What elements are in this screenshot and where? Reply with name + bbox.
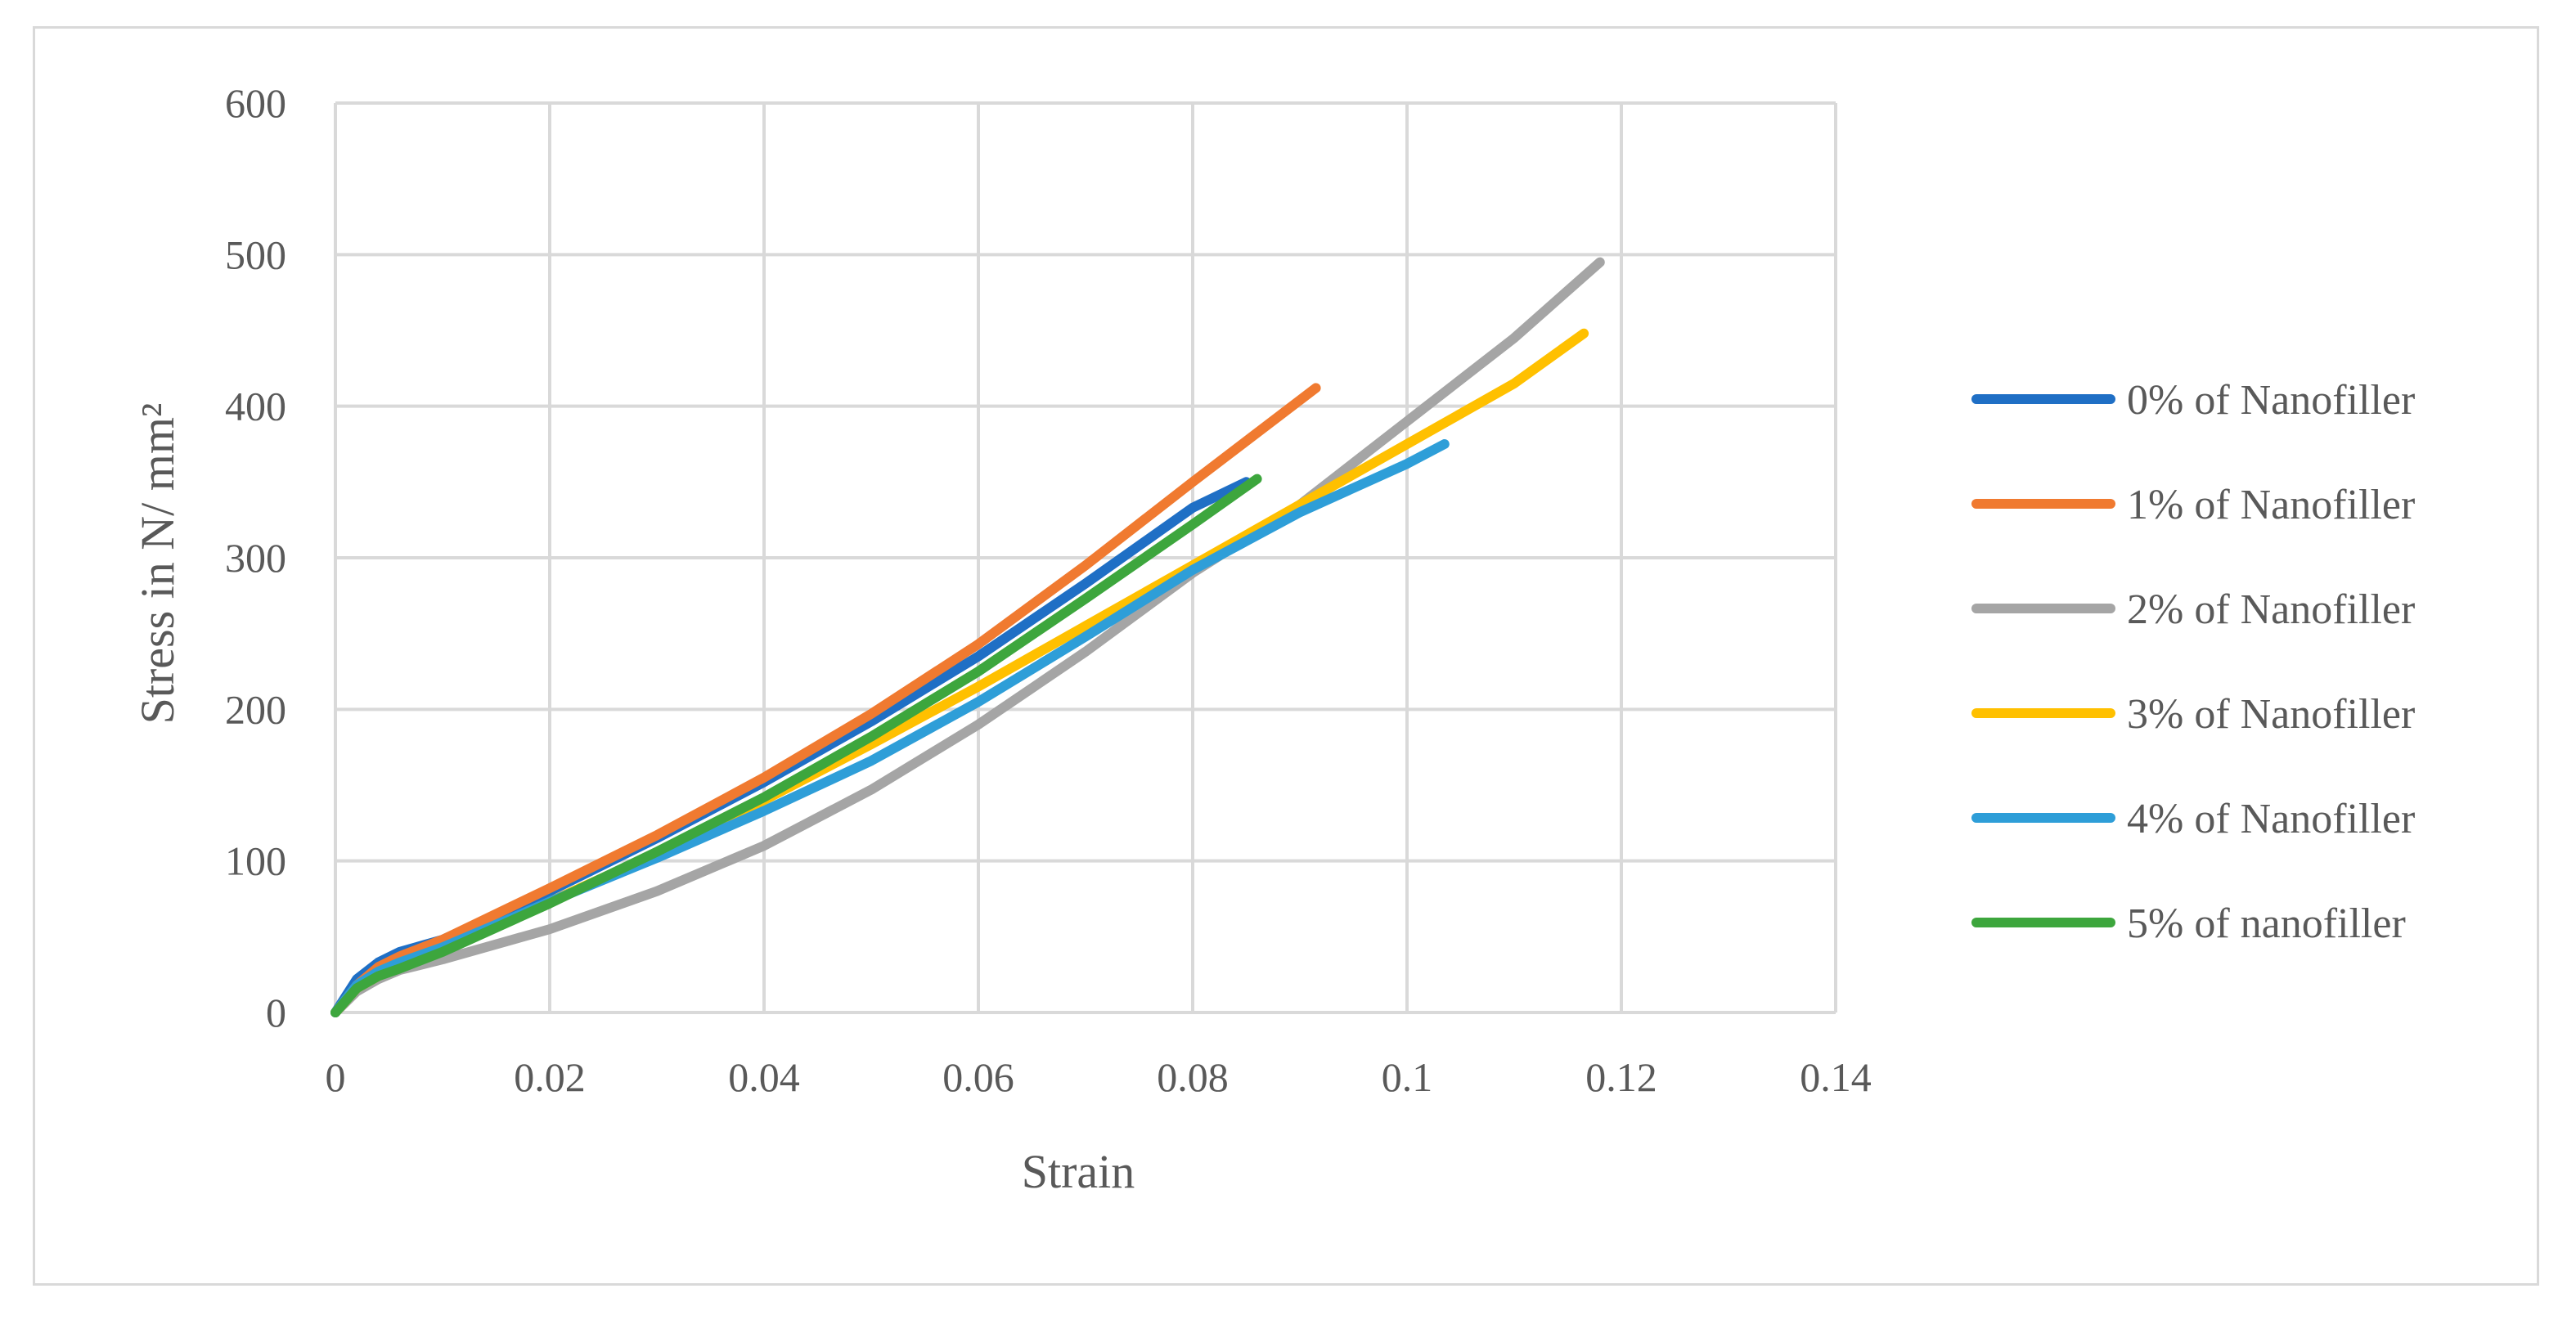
legend-label-2: 2% of Nanofiller: [2127, 586, 2415, 633]
grid-lines: [334, 101, 1837, 1014]
x-axis-label: Strain: [1022, 1145, 1135, 1198]
x-tick-label: 0.08: [1157, 1054, 1229, 1100]
y-tick-label: 400: [225, 384, 286, 429]
series-lines: [330, 257, 1605, 1017]
x-tick-label: 0.12: [1585, 1054, 1657, 1100]
legend-label-1: 1% of Nanofiller: [2127, 482, 2415, 528]
x-tick-label: 0.1: [1382, 1054, 1433, 1100]
x-tick-label: 0.04: [728, 1054, 800, 1100]
y-tick-label: 500: [225, 231, 286, 277]
y-tick-label: 300: [225, 535, 286, 581]
legend-label-3: 3% of Nanofiller: [2127, 691, 2415, 738]
legend-label-4: 4% of Nanofiller: [2127, 796, 2415, 842]
x-tick-label: 0: [326, 1054, 346, 1100]
x-tick-label: 0.02: [514, 1054, 586, 1100]
legend-label-5: 5% of nanofiller: [2127, 900, 2406, 947]
series-line-1: [330, 383, 1321, 1017]
legend: 0% of Nanofiller 1% of Nanofiller 2% of Na…: [1971, 377, 2415, 947]
series-line-5: [330, 474, 1262, 1017]
x-tick-label: 0.14: [1800, 1054, 1872, 1100]
chart-frame: [33, 26, 2539, 1286]
legend-label-0: 0% of Nanofiller: [2127, 377, 2415, 424]
y-axis-label: Stress in N/ mm²: [131, 403, 184, 725]
y-tick-label: 0: [266, 990, 286, 1035]
y-tick-label: 200: [225, 686, 286, 732]
y-tick-labels: 0 100 200 300 400 500 600: [225, 80, 286, 1035]
x-tick-labels: 0 0.02 0.04 0.06 0.08 0.1 0.12 0.14: [326, 1054, 1872, 1100]
y-tick-label: 600: [225, 80, 286, 126]
y-tick-label: 100: [225, 838, 286, 884]
x-tick-label: 0.06: [942, 1054, 1014, 1100]
